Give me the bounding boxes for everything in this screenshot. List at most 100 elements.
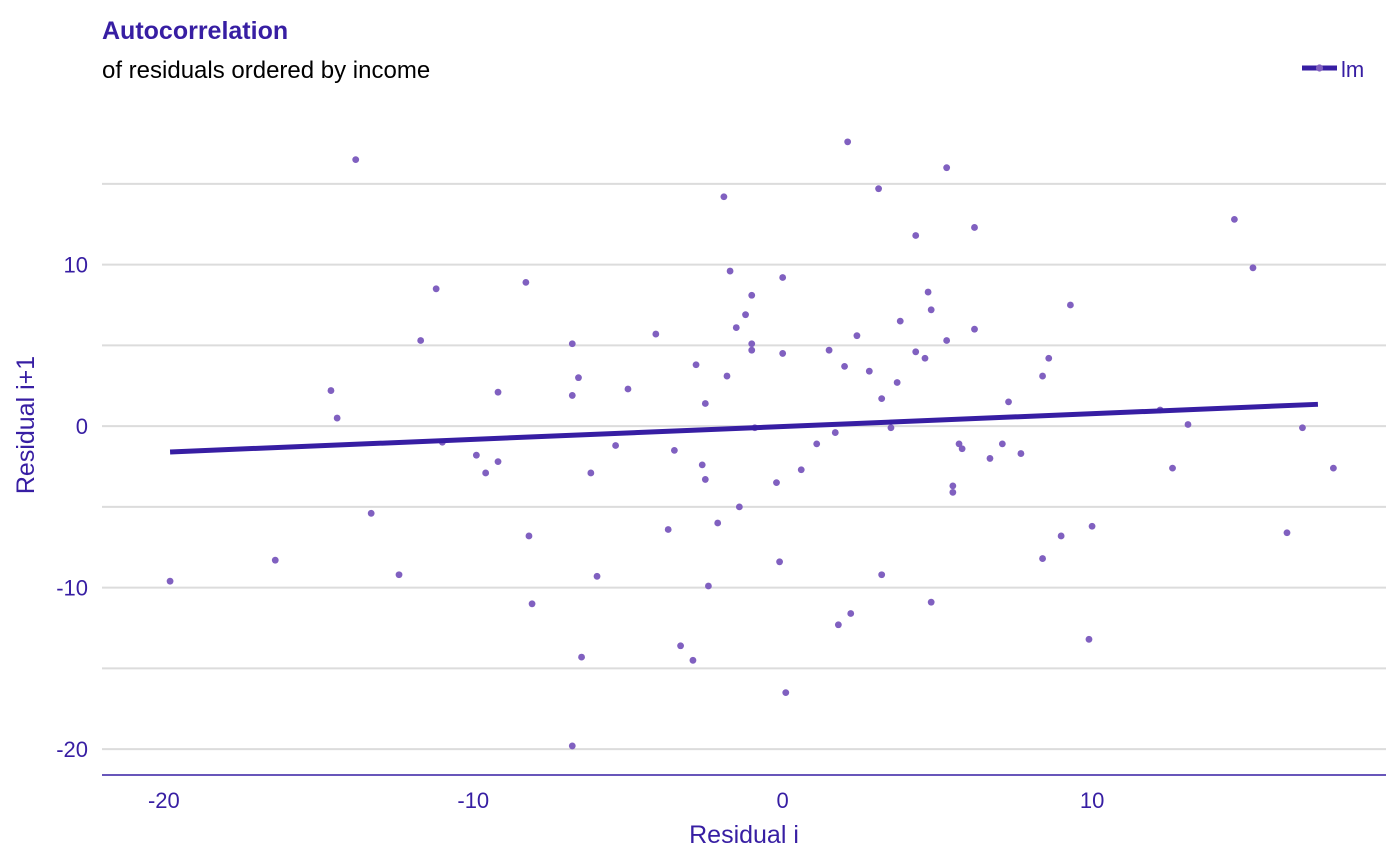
x-axis-label: Residual i	[689, 821, 799, 849]
data-point	[1017, 450, 1025, 457]
data-point	[1283, 529, 1291, 537]
data-point	[1088, 522, 1096, 530]
x-tick-label: -20	[148, 788, 180, 813]
data-point	[333, 414, 341, 422]
data-point	[742, 311, 749, 319]
data-point	[432, 285, 440, 293]
data-point	[677, 642, 684, 650]
chart-title: Autocorrelation	[102, 17, 288, 45]
data-point	[166, 577, 174, 585]
data-point	[1330, 464, 1337, 472]
data-point	[689, 656, 697, 664]
data-point	[528, 600, 536, 608]
data-point	[998, 440, 1006, 448]
data-point	[720, 193, 728, 201]
data-point	[587, 469, 595, 477]
y-tick-label: -10	[56, 576, 88, 601]
data-point	[748, 340, 756, 348]
data-point	[327, 387, 335, 394]
data-point	[748, 346, 756, 354]
data-point	[943, 337, 951, 344]
data-point	[701, 476, 709, 483]
data-point	[1230, 215, 1238, 223]
y-axis-label: Residual i+1	[12, 356, 40, 494]
data-point	[924, 288, 932, 296]
y-tick-label: 0	[76, 414, 88, 439]
data-point	[1169, 464, 1176, 472]
data-point	[670, 446, 678, 454]
y-axis-ticks: -20 -10 0 10	[56, 253, 88, 763]
data-point	[714, 519, 722, 527]
data-point	[921, 354, 929, 362]
data-point	[893, 379, 901, 386]
data-point	[367, 509, 375, 517]
legend-label-lm: lm	[1341, 57, 1364, 82]
data-point	[1005, 398, 1012, 406]
data-point	[1057, 532, 1065, 540]
gridlines	[102, 182, 1386, 751]
data-point	[782, 689, 790, 697]
data-point	[1085, 635, 1093, 643]
data-point	[971, 325, 978, 333]
data-point	[698, 461, 706, 469]
data-point	[853, 332, 861, 340]
data-point	[943, 164, 951, 172]
data-point	[494, 458, 502, 466]
data-point	[971, 224, 978, 231]
data-point	[949, 488, 957, 496]
data-point	[878, 395, 886, 403]
legend: lm	[1302, 57, 1364, 82]
data-point	[726, 267, 734, 275]
data-point	[735, 503, 743, 511]
data-point	[958, 445, 966, 453]
lm-fit-line	[169, 401, 1319, 455]
data-point	[779, 274, 787, 281]
data-point	[912, 348, 920, 356]
data-point	[472, 451, 480, 459]
data-points	[166, 138, 1337, 750]
data-point	[955, 440, 963, 448]
data-point	[568, 742, 576, 750]
data-point	[912, 232, 920, 239]
data-point	[748, 291, 756, 299]
chart-subtitle: of residuals ordered by income	[102, 57, 430, 84]
data-point	[927, 598, 935, 606]
legend-point-swatch	[1315, 64, 1324, 72]
data-point	[568, 340, 576, 348]
data-point	[878, 571, 886, 579]
data-point	[865, 367, 873, 375]
data-point	[395, 571, 403, 579]
data-point	[1039, 555, 1046, 562]
data-point	[986, 455, 994, 462]
data-point	[1039, 372, 1046, 380]
data-point	[1184, 421, 1192, 428]
data-point	[831, 429, 839, 436]
data-point	[352, 156, 360, 164]
data-point	[701, 400, 709, 407]
data-point	[1249, 264, 1257, 272]
data-point	[776, 558, 783, 566]
data-point	[664, 526, 672, 533]
data-point	[417, 337, 425, 344]
data-point	[825, 346, 833, 354]
data-point	[593, 572, 601, 580]
x-axis-ticks: -20 -10 0 10	[148, 788, 1104, 813]
y-tick-label: 10	[64, 253, 88, 278]
data-point	[773, 479, 780, 487]
data-point	[723, 372, 731, 380]
data-point	[705, 582, 712, 590]
data-point	[887, 424, 895, 432]
data-point	[875, 185, 882, 193]
data-point	[612, 442, 619, 449]
data-point	[578, 653, 585, 661]
data-point	[568, 392, 576, 399]
data-point	[1067, 301, 1074, 309]
data-point	[732, 324, 740, 331]
data-point	[482, 469, 490, 477]
data-point	[1045, 354, 1053, 362]
data-point	[652, 330, 660, 338]
data-point	[522, 278, 530, 286]
data-point	[834, 621, 842, 629]
y-tick-label: -20	[56, 737, 88, 762]
